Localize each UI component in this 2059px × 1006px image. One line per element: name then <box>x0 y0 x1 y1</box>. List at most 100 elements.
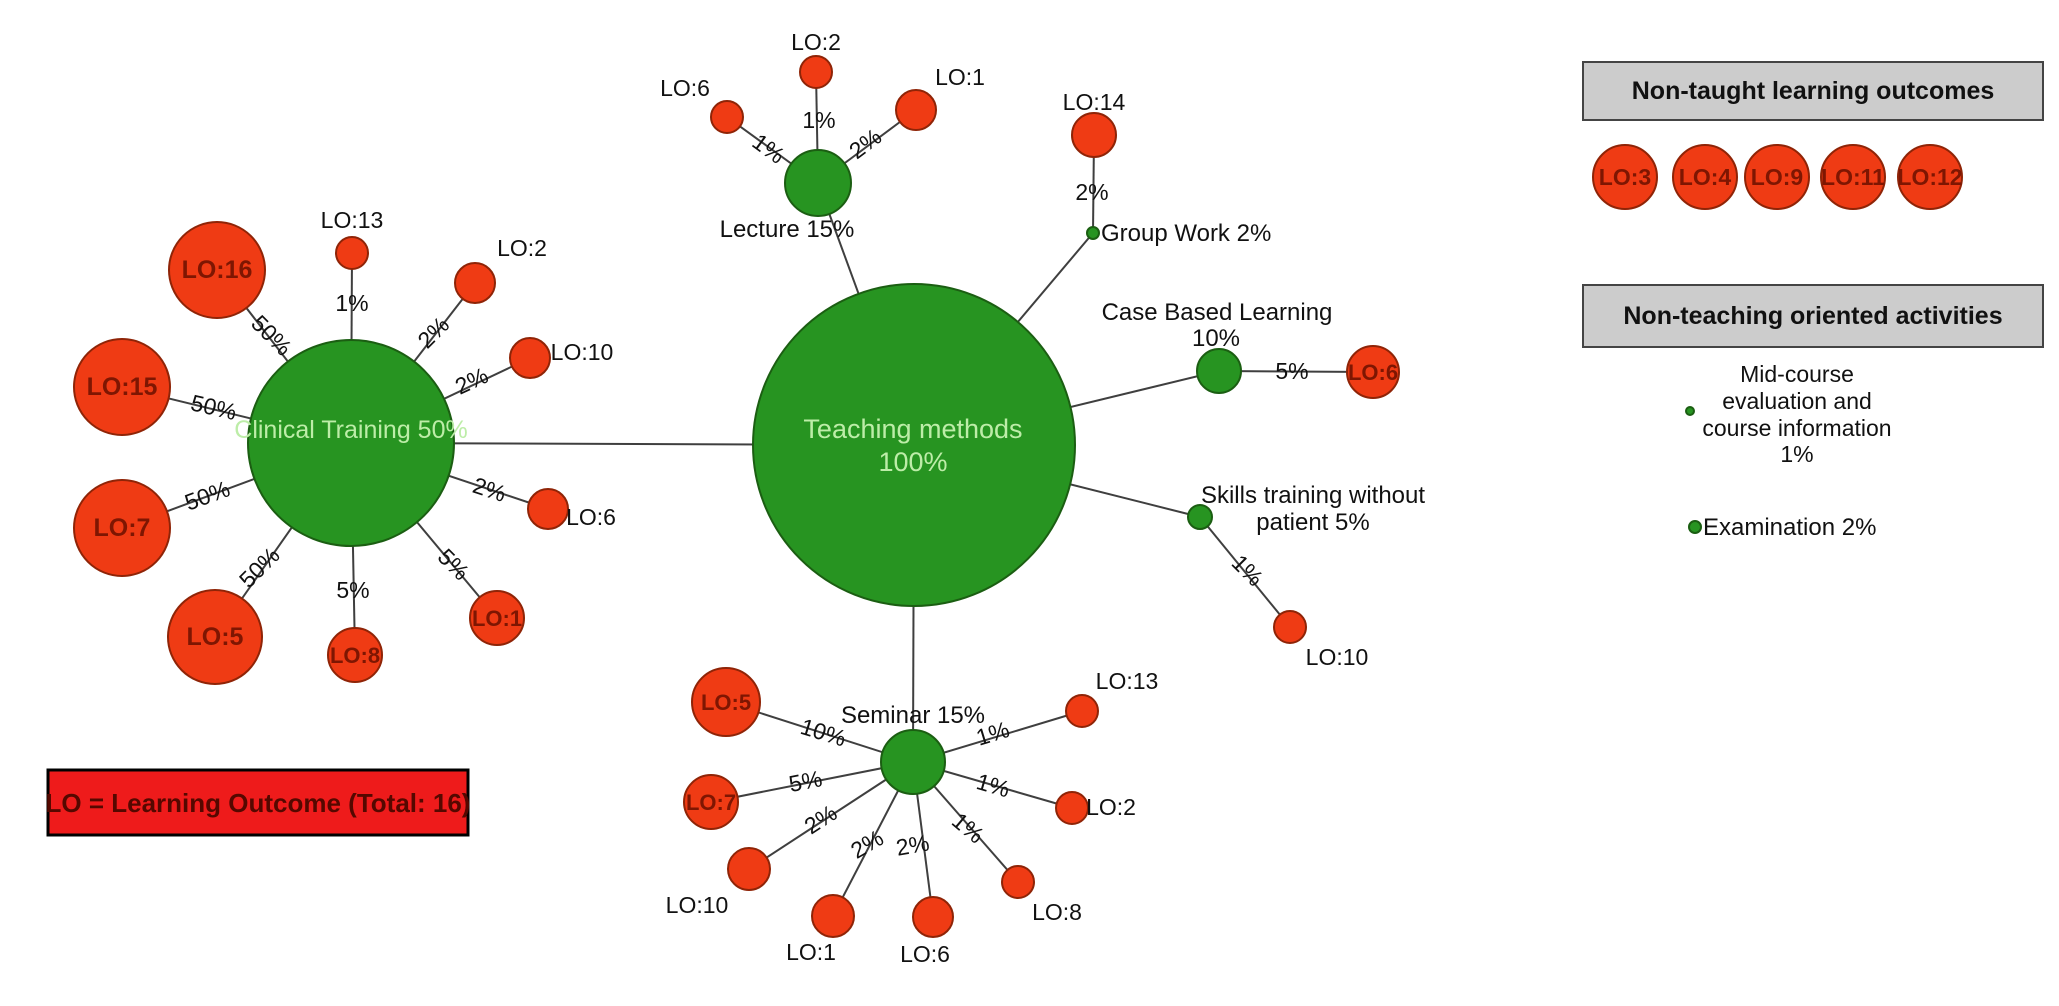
non-taught-panel: Non-taught learning outcomes LO:3 LO:4 L… <box>1582 61 2044 210</box>
lecture-lo2-label: LO:2 <box>791 29 841 55</box>
lecture-lo6-pct: 1% <box>748 128 790 169</box>
clinical-lo2-node <box>454 262 496 304</box>
clinical-lo8-pct: 5% <box>336 577 369 603</box>
clinical-lo7-pct: 50% <box>181 475 233 515</box>
lecture-lo2-node <box>799 55 833 89</box>
group-work-node <box>1086 226 1100 240</box>
clinical-lo8-node <box>327 627 383 683</box>
legend-label: LO = Learning Outcome (Total: 16) <box>46 788 471 818</box>
clinical-lo15-pct: 50% <box>188 389 239 425</box>
clinical-lo10-node <box>509 337 551 379</box>
clinical-lo6-label: LO:6 <box>566 504 616 530</box>
non-taught-title: Non-taught learning outcomes <box>1632 77 1995 105</box>
edge-seminar-lo7 <box>710 761 914 803</box>
mid-course-dot <box>1685 406 1695 416</box>
teaching-methods-label: Teaching methods <box>803 414 1022 444</box>
group-work-label: Group Work 2% <box>1101 220 1271 247</box>
nodes <box>73 55 1400 938</box>
casebased-lo6-pct: 5% <box>1275 358 1308 384</box>
lecture-lo6-label: LO:6 <box>660 75 710 101</box>
clinical-lo16-label: LO:16 <box>182 256 253 284</box>
seminar-lo6-pct: 2% <box>894 829 931 860</box>
seminar-lo1-pct: 2% <box>846 825 888 864</box>
branch-satellite-labels: LO:14 2% LO:6 5% LO:10 1% <box>1063 89 1398 670</box>
legend-box <box>46 768 470 837</box>
teaching-methods-node <box>752 283 1076 607</box>
case-based-pct: 10% <box>1192 325 1240 352</box>
non-taught-lo4-label: LO:4 <box>1679 164 1732 190</box>
groupwork-lo14-label: LO:14 <box>1063 89 1126 115</box>
seminar-lo5-node <box>691 667 761 737</box>
non-taught-lo12-node <box>1897 144 1963 210</box>
clinical-lo6-pct: 2% <box>470 472 510 507</box>
seminar-lo2-node <box>1055 791 1089 825</box>
examination-dot <box>1688 520 1702 534</box>
seminar-node <box>880 729 946 795</box>
clinical-lo10-label: LO:10 <box>551 339 614 365</box>
seminar-lo7-label: LO:7 <box>686 790 736 815</box>
seminar-lo7-pct: 5% <box>787 765 825 797</box>
lecture-node <box>784 149 852 217</box>
non-taught-lo9-node <box>1744 144 1810 210</box>
seminar-lo10-node <box>727 847 771 891</box>
clinical-lo13-pct: 1% <box>335 290 368 316</box>
clinical-lo5-label: LO:5 <box>187 623 244 651</box>
clinical-lo7-node <box>73 479 171 577</box>
skills-lo10-node <box>1273 610 1307 644</box>
clinical-lo8-label: LO:8 <box>330 643 380 668</box>
non-taught-lo4-node <box>1672 144 1738 210</box>
clinical-lo15-label: LO:15 <box>87 373 158 401</box>
non-taught-lo3-label: LO:3 <box>1599 164 1651 190</box>
clinical-lo1-node <box>469 590 525 646</box>
skills-lo10-pct: 1% <box>1227 549 1269 591</box>
lecture-label: Lecture 15% <box>720 216 855 243</box>
groupwork-lo14-node <box>1071 112 1117 158</box>
seminar-lo7-node <box>683 774 739 830</box>
examination-label: Examination 2% <box>1703 514 1876 541</box>
lecture-lo1-node <box>895 89 937 131</box>
lecture-lo2-pct: 1% <box>802 107 835 133</box>
non-taught-lo3-node <box>1592 144 1658 210</box>
seminar-lo13-label: LO:13 <box>1096 668 1159 694</box>
lecture-satellite-labels: LO:6 1% LO:2 1% LO:1 2% <box>660 29 985 169</box>
clinical-lo6-node <box>527 488 569 530</box>
non-taught-header-box <box>1582 61 2044 121</box>
seminar-lo2-label: LO:2 <box>1086 794 1136 820</box>
hub-labels: Teaching methods 100% Clinical Training … <box>234 216 1425 729</box>
mid-course-line1: Mid-course <box>1740 361 1854 387</box>
non-taught-lo11-label: LO:11 <box>1821 164 1885 190</box>
non-teaching-panel: Non-teaching oriented activities Mid-cou… <box>1582 284 2044 541</box>
legend: LO = Learning Outcome (Total: 16) <box>46 768 471 837</box>
clinical-training-label: Clinical Training 50% <box>234 416 467 444</box>
seminar-label: Seminar 15% <box>841 702 985 729</box>
clinical-lo15-node <box>73 338 171 436</box>
seminar-lo13-node <box>1065 694 1099 728</box>
seminar-lo8-node <box>1001 865 1035 899</box>
clinical-lo1-label: LO:1 <box>472 606 522 631</box>
clinical-lo2-label: LO:2 <box>497 235 547 261</box>
non-teaching-title: Non-teaching oriented activities <box>1623 302 2002 330</box>
non-taught-lo12-label: LO:12 <box>1897 164 1962 190</box>
seminar-lo2-pct: 1% <box>974 768 1013 802</box>
case-based-title: Case Based Learning <box>1102 299 1333 326</box>
seminar-lo8-label: LO:8 <box>1032 899 1082 925</box>
clinical-lo10-pct: 2% <box>451 362 492 400</box>
skills-lo10-label: LO:10 <box>1306 644 1369 670</box>
non-taught-lo11-node <box>1820 144 1886 210</box>
seminar-lo10-label: LO:10 <box>666 892 729 918</box>
mid-course-pct: 1% <box>1780 441 1813 467</box>
seminar-lo6-label: LO:6 <box>900 941 950 967</box>
clinical-training-node <box>247 339 455 547</box>
clinical-lo7-label: LO:7 <box>94 514 151 542</box>
clinical-lo5-node <box>167 589 263 685</box>
teaching-methods-pct: 100% <box>878 447 947 477</box>
seminar-lo10-pct: 2% <box>800 799 842 839</box>
non-taught-lo9-label: LO:9 <box>1751 164 1803 190</box>
edge-skills-lo10 <box>1199 516 1291 628</box>
casebased-lo6-label: LO:6 <box>1348 360 1398 385</box>
mid-course-line3: course information <box>1702 415 1891 441</box>
seminar-lo5-label: LO:5 <box>701 690 751 715</box>
casebased-lo6-node <box>1346 345 1400 399</box>
